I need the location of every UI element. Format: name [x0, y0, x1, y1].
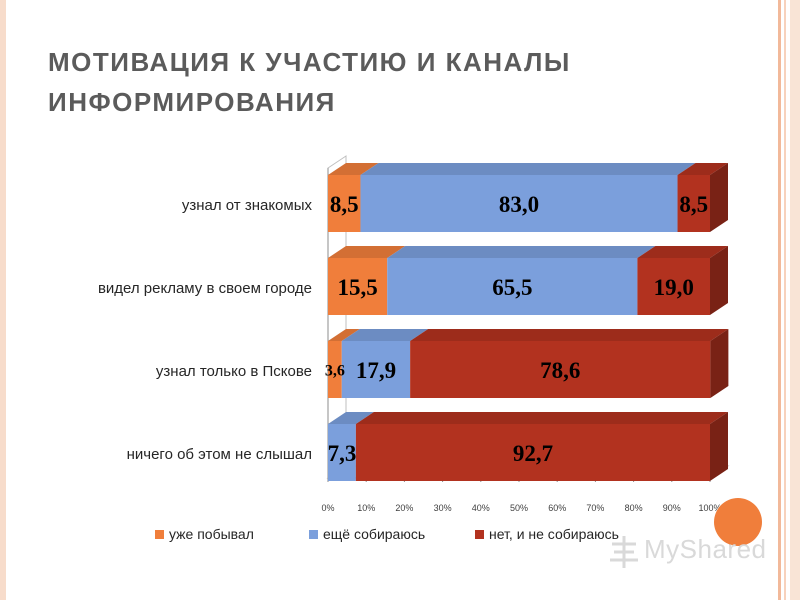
bar-segment-top: [328, 246, 406, 258]
bar-segment: [328, 258, 388, 315]
frame-right-decoration: [774, 0, 800, 600]
data-label: 8,5: [330, 192, 359, 217]
bar-segment: [328, 341, 342, 398]
bar-segment-top: [360, 163, 696, 175]
x-tick-label: 20%: [395, 503, 413, 513]
legend-label: ещё собираюсь: [323, 526, 425, 542]
legend-swatch: [309, 530, 318, 539]
bar-segment-top: [637, 246, 728, 258]
x-tick-label: 60%: [548, 503, 566, 513]
x-tick-label: 10%: [357, 503, 375, 513]
data-label: 15,5: [337, 275, 377, 300]
bar-side-face: [710, 412, 728, 481]
x-tick-label: 80%: [625, 503, 643, 513]
data-label: 83,0: [499, 192, 539, 217]
slide-title-line1: МОТИВАЦИЯ К УЧАСТИЮ И КАНАЛЫ: [48, 47, 571, 77]
x-axis-ticks: 0% 10% 20% 30% 40% 50% 60% 70% 80% 90% 100%: [321, 478, 722, 513]
bar-segment-top: [410, 329, 729, 341]
data-label: 8,5: [679, 192, 708, 217]
x-tick-label: 50%: [510, 503, 528, 513]
watermark: MyShared: [606, 530, 776, 574]
data-label: 3,6: [325, 362, 345, 379]
data-label: 92,7: [513, 441, 553, 466]
bar-row: узнал от знакомых 8,5 83,0 8,5: [182, 163, 728, 232]
chart-legend: уже побывал ещё собираюсь нет, и не собира…: [155, 526, 619, 542]
bar-row: узнал только в Пскове 3,6 17,9 78,6: [156, 329, 729, 398]
x-tick-label: 40%: [472, 503, 490, 513]
bar-segment: [328, 424, 356, 481]
legend-swatch: [155, 530, 164, 539]
bar-segment: [637, 258, 710, 315]
bar-segment: [360, 175, 678, 232]
category-label: видел рекламу в своем городе: [98, 280, 312, 297]
slide-title: МОТИВАЦИЯ К УЧАСТИЮ И КАНАЛЫ ИНФОРМИРОВА…: [48, 42, 748, 122]
data-label: 17,9: [356, 358, 396, 383]
x-tick-label: 100%: [698, 503, 721, 513]
bar-segment: [677, 175, 710, 232]
data-label: 65,5: [492, 275, 532, 300]
bar-segment-top: [341, 329, 429, 341]
category-label: ничего об этом не слышал: [127, 446, 312, 463]
category-label: узнал от знакомых: [182, 197, 313, 214]
bar-side-face: [710, 329, 729, 398]
bar-segment-top: [677, 163, 728, 175]
frame-left-decoration: [0, 0, 6, 600]
bar-segment-top: [328, 412, 374, 424]
data-label: 19,0: [654, 275, 694, 300]
bar-segment: [355, 424, 710, 481]
legend-item: ещё собираюсь: [309, 526, 425, 542]
bar-row: видел рекламу в своем городе 15,5 65,5 19,0: [98, 246, 728, 315]
bar-segment: [410, 341, 711, 398]
bar-segment-top: [328, 163, 379, 175]
category-label: узнал только в Пскове: [156, 363, 312, 380]
slide-title-line2: ИНФОРМИРОВАНИЯ: [48, 87, 336, 117]
legend-item: уже побывал: [155, 526, 254, 542]
legend-swatch: [475, 530, 484, 539]
legend-label: уже побывал: [169, 526, 254, 542]
data-label: 7,3: [328, 441, 357, 466]
bar-row: ничего об этом не слышал 7,3 92,7: [127, 412, 728, 481]
watermark-text: MyShared: [644, 534, 767, 564]
bar-segment: [328, 175, 361, 232]
x-tick-label: 90%: [663, 503, 681, 513]
bar-segment-top: [355, 412, 728, 424]
chart-bars: узнал от знакомых 8,5 83,0 8,5 видел рекламу…: [98, 163, 729, 481]
watermark-tree-icon: [610, 536, 638, 568]
x-tick-label: 70%: [586, 503, 604, 513]
x-tick-label: 30%: [434, 503, 452, 513]
x-tick-label: 0%: [321, 503, 334, 513]
legend-label: нет, и не собираюсь: [489, 526, 619, 542]
bar-segment-top: [387, 246, 656, 258]
bar-segment: [341, 341, 411, 398]
orange-circle-decoration: [714, 498, 762, 546]
bar-segment-top: [328, 329, 360, 341]
data-label: 78,6: [540, 358, 580, 383]
bar-segment: [387, 258, 638, 315]
bar-side-face: [710, 163, 728, 232]
legend-item: нет, и не собираюсь: [475, 526, 619, 542]
bar-side-face: [710, 246, 728, 315]
